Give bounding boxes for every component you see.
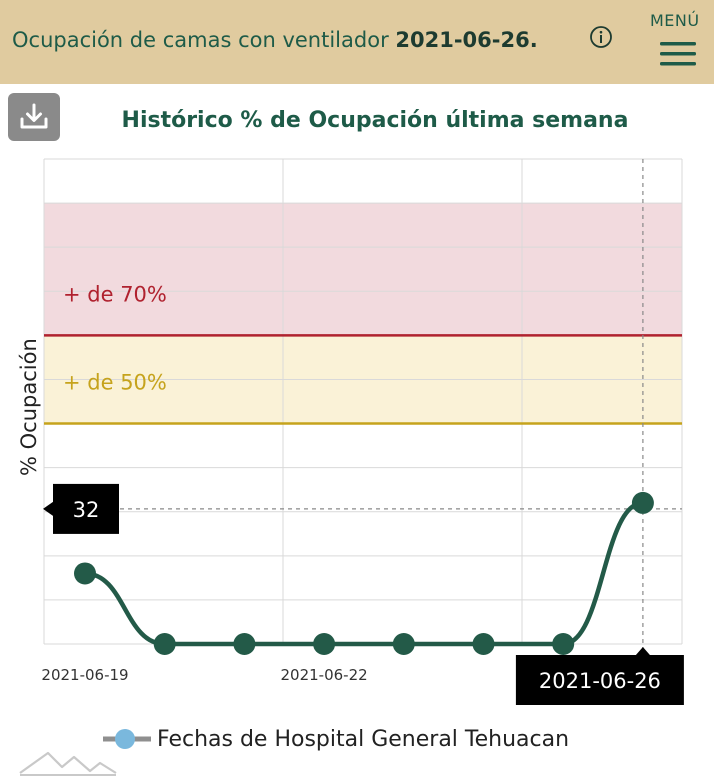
data-point-5 (472, 633, 495, 655)
data-point-1 (153, 633, 176, 655)
data-point-3 (313, 633, 336, 655)
legend-label: Fechas de Hospital General Tehuacan (157, 726, 570, 752)
mountain-logo-icon (19, 751, 117, 776)
tooltip-x-value: 2021-06-26 (539, 669, 661, 693)
y-axis-label: % Ocupación (17, 338, 41, 476)
menu-label[interactable]: MENÚ (650, 11, 700, 30)
threshold-label-0: + de 70% (63, 282, 167, 306)
legend-marker-icon (103, 729, 151, 749)
data-point-6 (552, 633, 575, 655)
info-icon[interactable] (589, 25, 613, 49)
tooltip-x-arrow (635, 647, 650, 655)
x-tick-label: 2021-06-22 (281, 666, 368, 684)
legend[interactable]: Fechas de Hospital General Tehuacan (103, 724, 569, 754)
data-point-7 (631, 491, 654, 514)
tooltip-y-value: 32 (73, 498, 100, 522)
threshold-band-0 (44, 203, 682, 336)
top-bar: Ocupación de camas con ventilador 2021-0… (0, 0, 714, 84)
download-button[interactable] (8, 93, 60, 141)
tooltip-x-box (515, 655, 684, 705)
data-point-2 (233, 633, 256, 655)
data-point-4 (392, 633, 415, 655)
hamburger-icon[interactable] (660, 38, 696, 68)
x-tick-label: 2021-06-19 (41, 666, 128, 684)
download-icon (20, 103, 48, 129)
threshold-label-1: + de 50% (63, 371, 167, 395)
chart-title: Histórico % de Ocupación última semana (121, 108, 629, 133)
tooltip-y-box (53, 483, 119, 534)
page-title-text: Ocupación de camas con ventilador (12, 28, 389, 52)
data-point-0 (74, 562, 96, 585)
page-title: Ocupación de camas con ventilador 2021-0… (12, 28, 538, 52)
page-title-date: 2021-06-26. (395, 28, 538, 52)
tooltip-y-arrow (43, 501, 53, 516)
series-line (82, 500, 646, 647)
